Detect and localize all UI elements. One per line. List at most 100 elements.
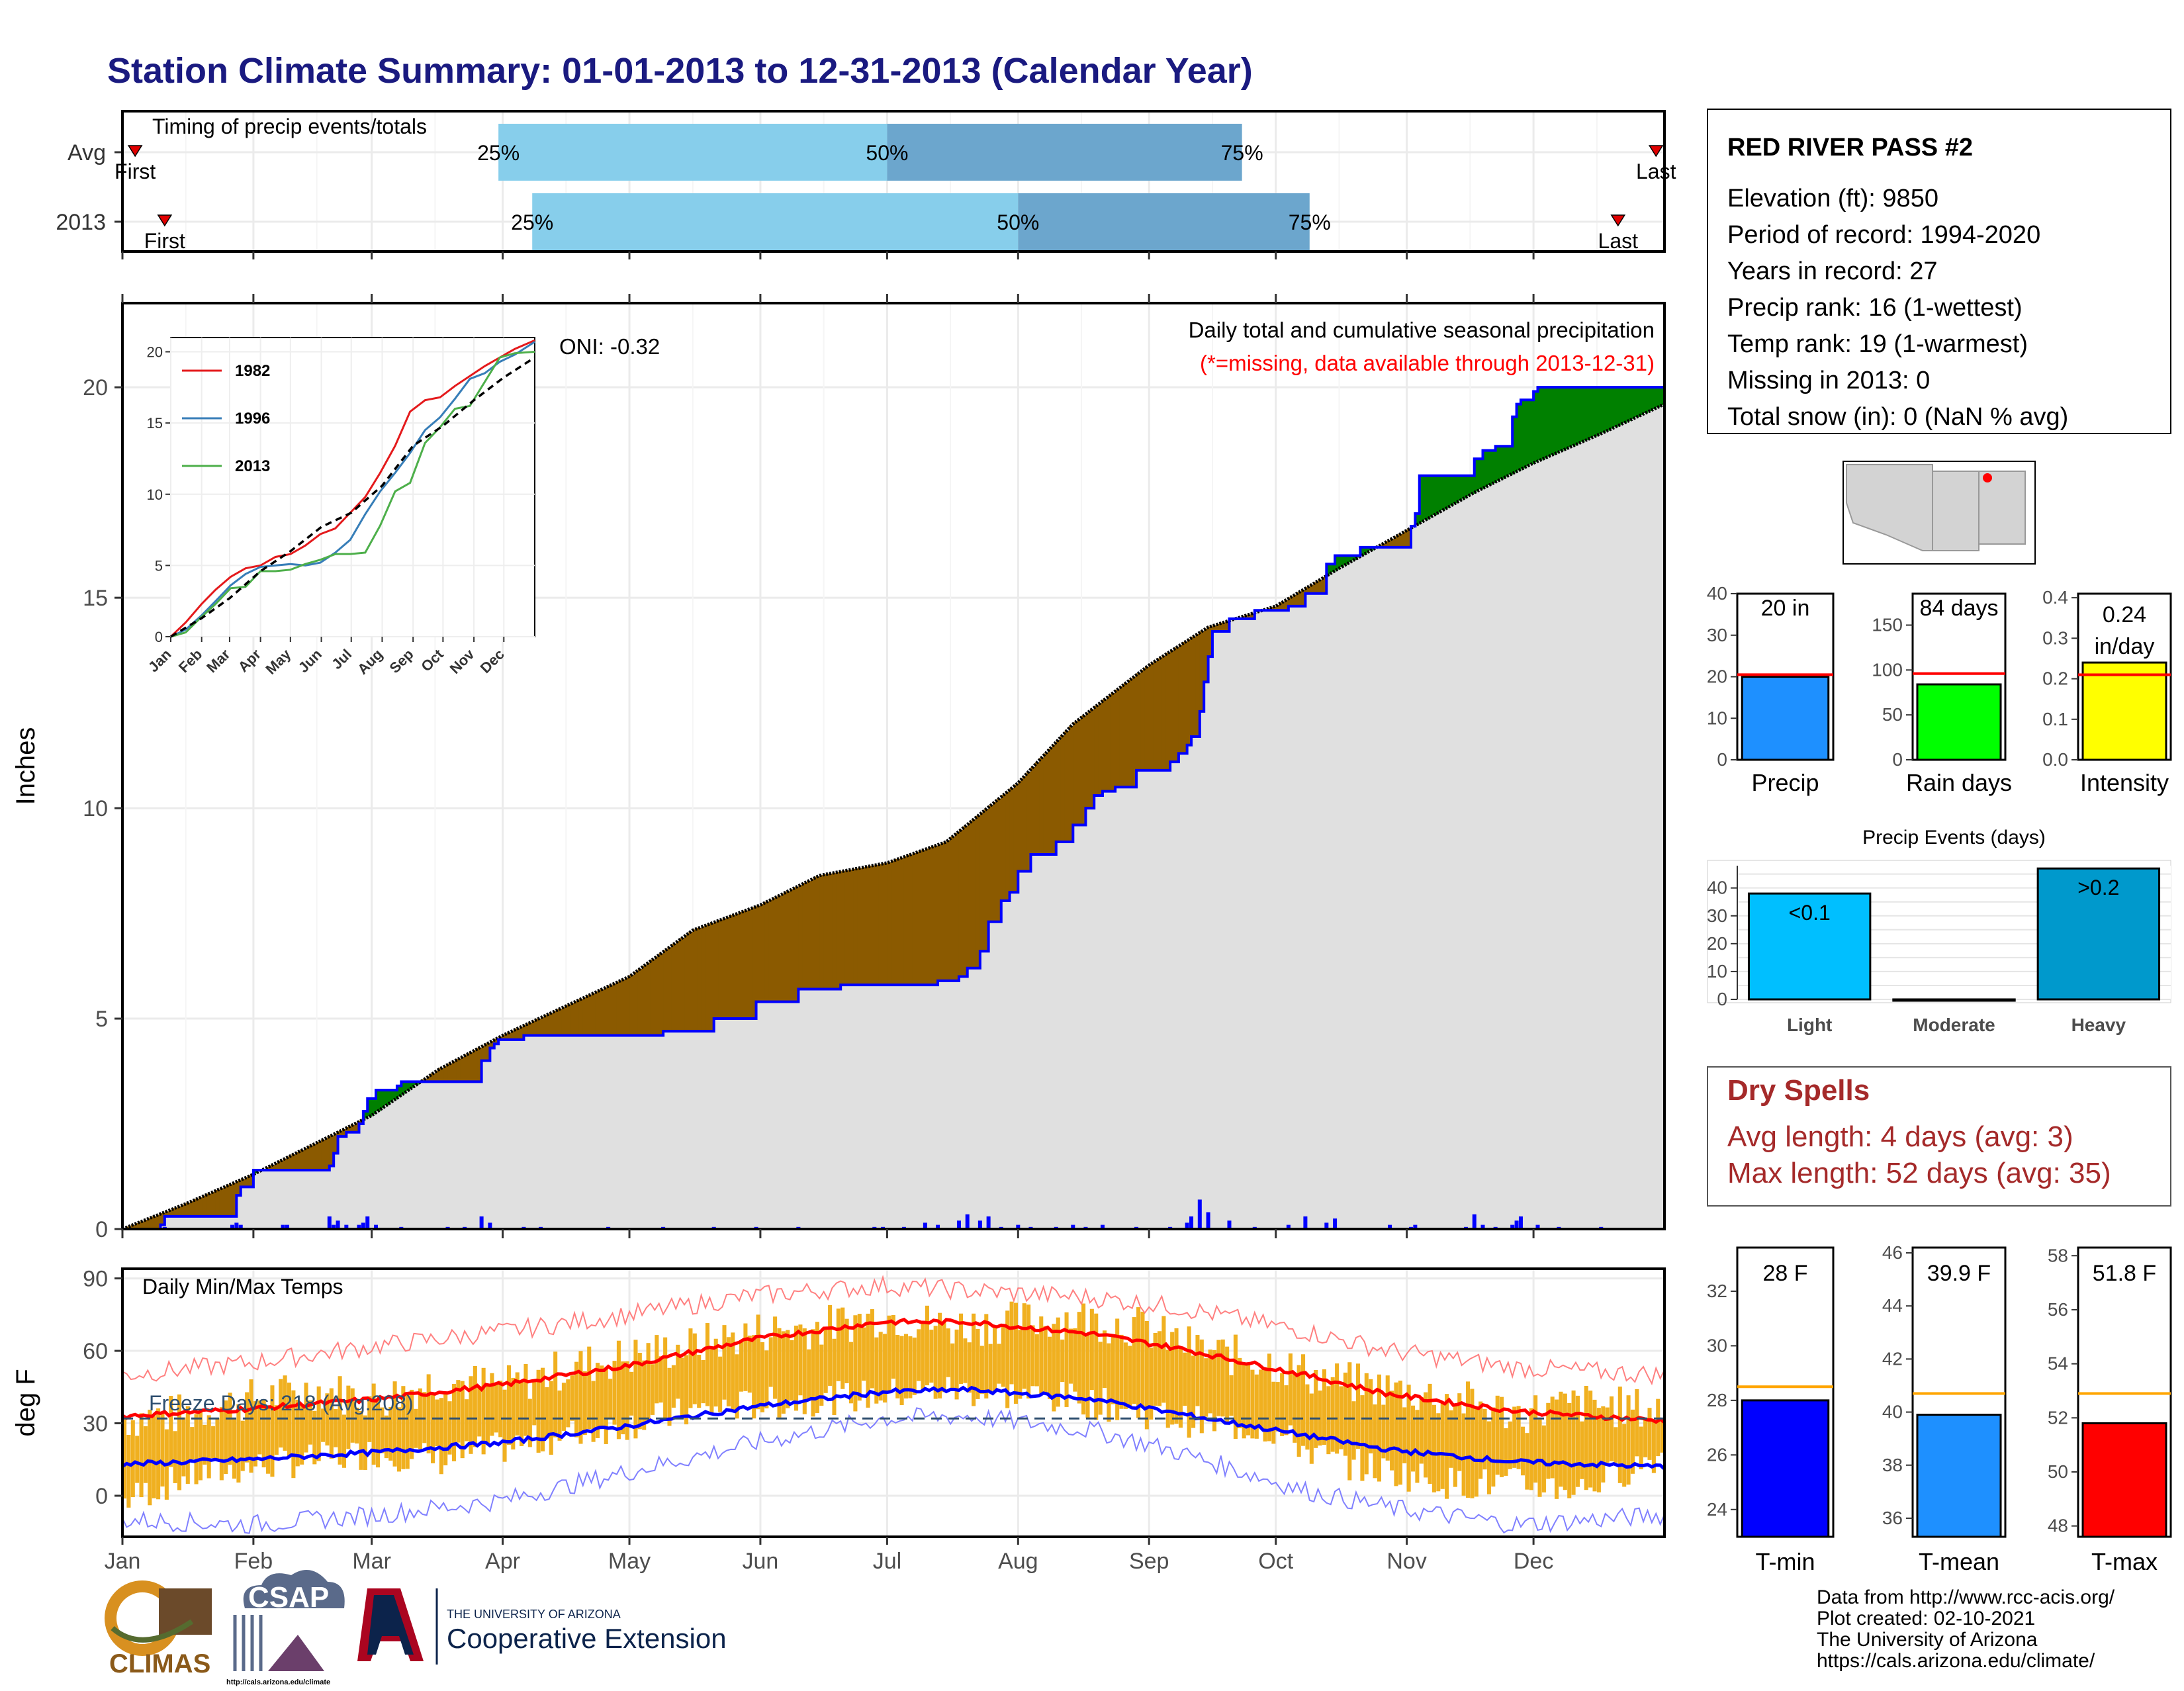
deficit-sliver: [139, 1221, 144, 1229]
deficit-sliver: [760, 903, 766, 1002]
daily-temp-bar: [646, 1343, 651, 1421]
daily-temp-bar: [692, 1333, 697, 1404]
daily-temp-bar: [1614, 1427, 1618, 1463]
daily-temp-bar: [993, 1325, 997, 1392]
surplus-sliver: [1546, 387, 1551, 457]
surplus-sliver: [1457, 475, 1463, 501]
daily-temp-bar: [376, 1399, 381, 1468]
deficit-sliver: [925, 848, 931, 985]
deficit-sliver: [1081, 715, 1087, 825]
surplus-sliver: [1656, 387, 1661, 408]
daily-temp-bar: [283, 1375, 287, 1451]
daily-temp-bar: [1377, 1374, 1381, 1482]
daily-temp-bar: [819, 1344, 824, 1406]
daily-temp-bar: [502, 1389, 507, 1462]
daily-temp-bar: [862, 1327, 866, 1381]
footer-url: https://cals.arizona.edu/climate/: [1817, 1650, 2095, 1672]
daily-precip-bar: [1518, 1216, 1523, 1229]
daily-temp-bar: [1022, 1303, 1026, 1389]
daily-temp-bar: [950, 1343, 955, 1391]
daily-temp-bar: [392, 1381, 397, 1467]
daily-temp-bar: [1263, 1367, 1267, 1441]
deficit-sliver: [203, 1195, 208, 1216]
daily-temp-bar: [697, 1354, 702, 1408]
deficit-sliver: [426, 1076, 432, 1082]
deficit-sliver: [823, 874, 829, 989]
daily-temp-bar: [857, 1314, 862, 1401]
daily-temp-bar: [1605, 1407, 1610, 1463]
daily-temp-bar: [903, 1334, 909, 1399]
daily-temp-bar: [671, 1365, 676, 1408]
deficit-sliver: [490, 1040, 495, 1048]
deficit-sliver: [291, 1154, 296, 1170]
daily-temp-bar: [460, 1381, 465, 1459]
summary-y-tick-label: 10: [1707, 708, 1727, 728]
inset-y-tick-label: 20: [147, 344, 163, 361]
daily-temp-bar: [266, 1406, 271, 1474]
summary-value-label: 84 days: [1919, 596, 1998, 621]
deficit-sliver: [1301, 590, 1306, 606]
surplus-sliver: [1622, 387, 1627, 423]
deficit-sliver: [527, 1023, 533, 1036]
deficit-sliver: [739, 912, 745, 1019]
deficit-sliver: [671, 944, 677, 1032]
deficit-sliver: [963, 826, 968, 977]
deficit-sliver: [1115, 689, 1120, 788]
deficit-sliver: [1165, 653, 1171, 770]
surplus-sliver: [1491, 450, 1496, 483]
deficit-sliver: [650, 959, 656, 1036]
daily-temp-bar: [777, 1328, 782, 1418]
deficit-sliver: [1123, 683, 1129, 788]
daily-temp-bar: [684, 1355, 689, 1425]
daily-precip-bar: [1189, 1216, 1194, 1229]
daily-temp-bar: [1280, 1373, 1285, 1436]
deficit-sliver: [312, 1144, 318, 1170]
deficit-sliver: [1381, 543, 1387, 547]
daily-temp-bar: [642, 1360, 647, 1430]
daily-precip-bar: [1206, 1212, 1210, 1229]
daily-temp-bar: [1030, 1325, 1035, 1387]
daily-temp-bar: [979, 1346, 984, 1394]
daily-temp-bar: [972, 1313, 976, 1406]
temp-y-tick-label: 30: [83, 1412, 108, 1437]
daily-temp-bar: [866, 1313, 870, 1408]
deficit-sliver: [862, 867, 867, 985]
daily-temp-bar: [447, 1401, 452, 1455]
daily-temp-bar: [371, 1383, 376, 1465]
daily-temp-bar: [1001, 1325, 1005, 1387]
daily-temp-bar: [1250, 1369, 1255, 1439]
daily-temp-bar: [156, 1408, 161, 1500]
daily-temp-bar: [1571, 1390, 1576, 1495]
deficit-sliver: [338, 1131, 343, 1137]
deficit-sliver: [341, 1128, 347, 1137]
daily-temp-bar: [401, 1386, 406, 1469]
daily-temp-bar: [240, 1420, 245, 1471]
deficit-sliver: [1195, 633, 1201, 737]
daily-temp-bar: [1504, 1428, 1508, 1476]
summary-value-label: 0.24: [2103, 602, 2146, 627]
deficit-sliver: [515, 1028, 520, 1040]
surplus-sliver: [1339, 555, 1344, 567]
deficit-sliver: [1293, 594, 1298, 606]
events-y-tick-label: 20: [1707, 933, 1727, 954]
deficit-sliver: [1052, 744, 1057, 855]
deficit-sliver: [266, 1167, 271, 1170]
surplus-sliver: [1559, 387, 1564, 451]
summary-y-tick-label: 0.3: [2042, 627, 2068, 648]
daily-temp-bar: [1305, 1384, 1310, 1450]
deficit-sliver: [972, 819, 977, 968]
daily-temp-bar: [701, 1360, 705, 1404]
temp-panel-label: Daily Min/Max Temps: [142, 1275, 343, 1299]
daily-precip-bar: [936, 1224, 940, 1229]
daily-temp-bar: [139, 1413, 144, 1498]
daily-temp-bar: [984, 1314, 989, 1399]
deficit-sliver: [1005, 792, 1011, 901]
deficit-sliver: [604, 987, 609, 1036]
daily-temp-bar: [718, 1356, 723, 1412]
oni-label: ONI: -0.32: [559, 334, 660, 359]
deficit-sliver: [316, 1142, 322, 1170]
daily-temp-bar: [798, 1324, 803, 1396]
summary-y-tick-label: 0: [1717, 749, 1727, 770]
daily-temp-bar: [1107, 1343, 1111, 1422]
